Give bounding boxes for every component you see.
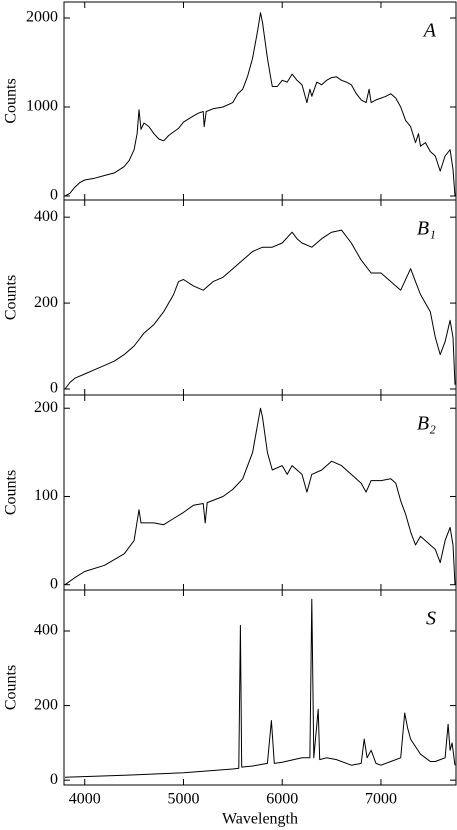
y-tick-label: 200 — [34, 294, 58, 311]
x-tick-label: 5000 — [167, 791, 199, 808]
y-tick-label: 1000 — [26, 98, 58, 115]
panel-frame — [63, 589, 457, 786]
spectrum-line — [64, 407, 456, 586]
y-tick-label: 0 — [50, 575, 58, 592]
x-axis-label: Wavelength — [222, 811, 298, 828]
y-tick-label: 400 — [34, 208, 58, 225]
panel-label: B₁ — [417, 218, 436, 240]
panel-frame — [63, 394, 457, 591]
x-tick-label: 7000 — [365, 791, 397, 808]
y-tick-label: 0 — [50, 380, 58, 397]
y-tick-label: 200 — [34, 696, 58, 713]
spectrum-line — [64, 229, 456, 390]
x-tick-label: 4000 — [69, 791, 101, 808]
y-tick-label: 0 — [50, 771, 58, 788]
panel-label: B₂ — [417, 413, 436, 435]
spectrum-line — [64, 12, 456, 197]
y-tick-label: 400 — [34, 622, 58, 639]
y-tick-label: 2000 — [26, 9, 58, 26]
y-axis-label: Counts — [3, 665, 20, 710]
y-tick-label: 100 — [34, 487, 58, 504]
panel-frame — [63, 199, 457, 396]
spectrum-line — [64, 598, 456, 778]
y-axis-label: Counts — [3, 470, 20, 515]
y-tick-label: 200 — [34, 399, 58, 416]
y-axis-label: Counts — [3, 275, 20, 320]
x-tick-label: 6000 — [266, 791, 298, 808]
panel-label: S — [426, 608, 436, 630]
y-axis-label: Counts — [3, 78, 20, 123]
y-tick-label: 0 — [50, 187, 58, 204]
panel-label: A — [422, 20, 437, 42]
